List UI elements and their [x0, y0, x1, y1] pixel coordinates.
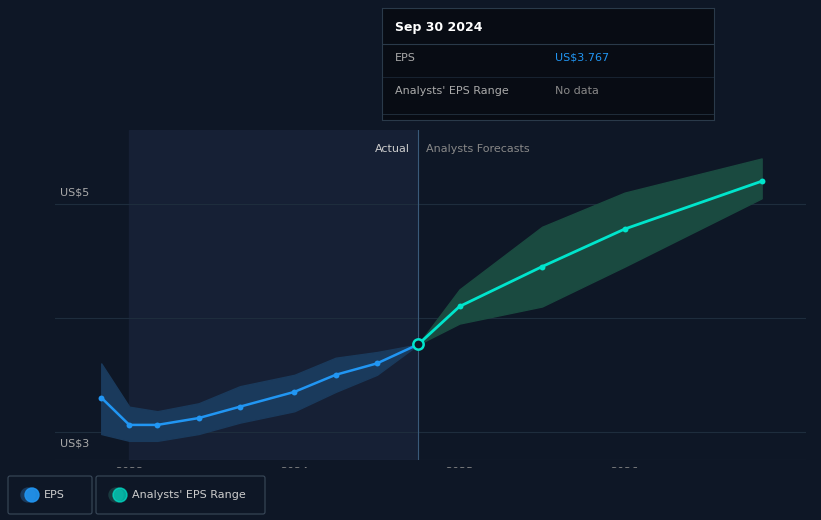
Point	[453, 302, 466, 310]
Point	[94, 394, 108, 402]
Point	[370, 359, 383, 368]
Text: US$5: US$5	[60, 187, 89, 197]
Text: Analysts' EPS Range: Analysts' EPS Range	[132, 490, 245, 500]
Bar	[129, 130, 418, 460]
Point	[151, 421, 164, 429]
Text: US$3.767: US$3.767	[555, 53, 609, 62]
FancyBboxPatch shape	[8, 476, 92, 514]
Text: EPS: EPS	[44, 490, 65, 500]
Point	[233, 402, 246, 411]
Point	[618, 225, 631, 233]
Point	[535, 263, 548, 271]
Circle shape	[21, 488, 35, 502]
Text: Analysts' EPS Range: Analysts' EPS Range	[395, 86, 509, 96]
Text: US$3: US$3	[60, 438, 89, 449]
Point	[288, 388, 301, 396]
Point	[192, 414, 205, 422]
Circle shape	[25, 488, 39, 502]
Point	[122, 421, 135, 429]
Text: Sep 30 2024: Sep 30 2024	[395, 21, 483, 34]
Circle shape	[109, 488, 123, 502]
Text: Analysts Forecasts: Analysts Forecasts	[426, 144, 530, 154]
FancyBboxPatch shape	[96, 476, 265, 514]
Point	[755, 177, 768, 186]
Point	[411, 340, 424, 348]
Text: EPS: EPS	[395, 53, 416, 62]
Circle shape	[113, 488, 127, 502]
Text: No data: No data	[555, 86, 599, 96]
Text: Actual: Actual	[375, 144, 410, 154]
Point	[329, 371, 342, 379]
